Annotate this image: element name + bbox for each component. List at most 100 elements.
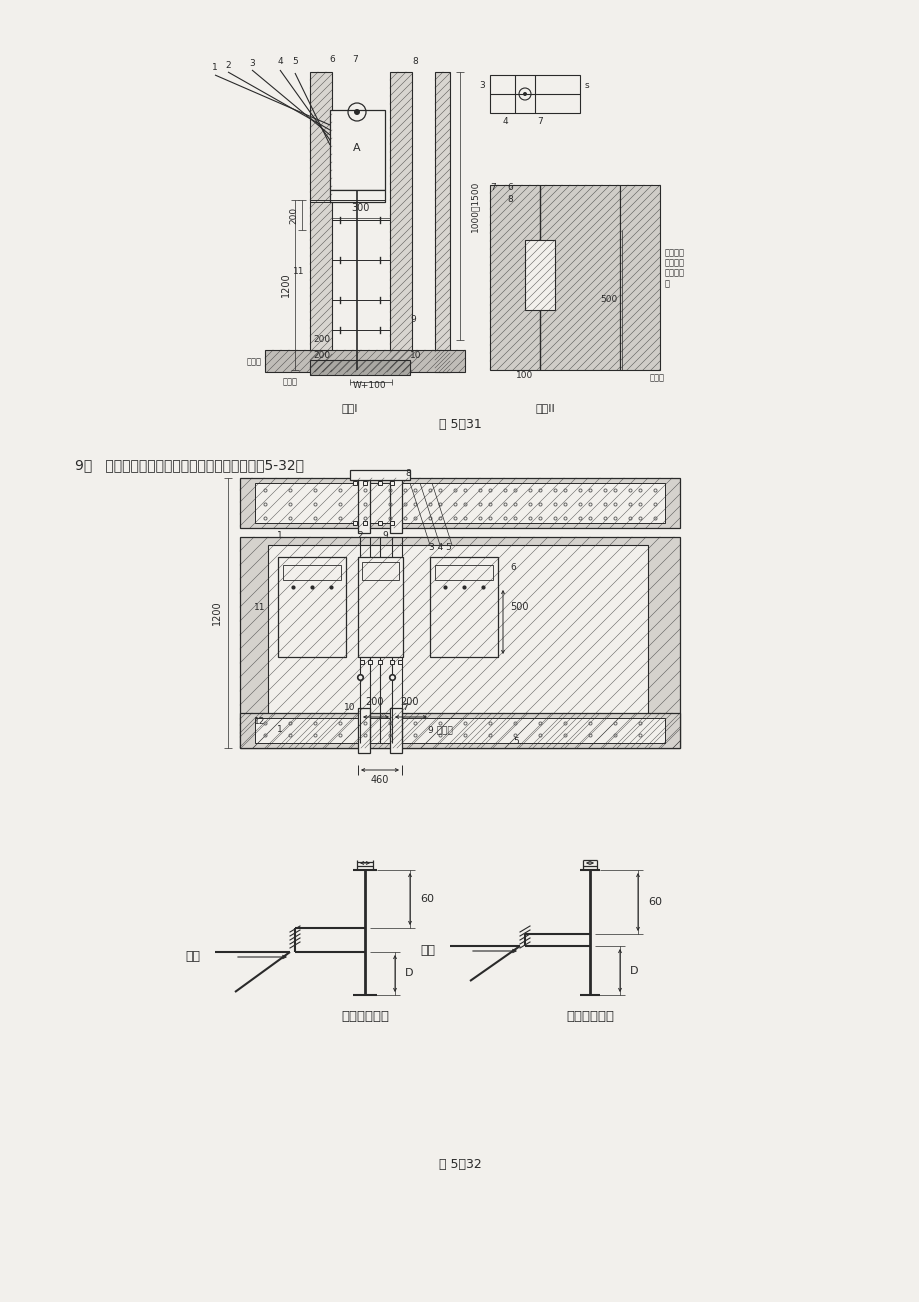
Text: 7: 7 bbox=[402, 703, 407, 711]
Text: 7: 7 bbox=[490, 184, 495, 193]
Bar bbox=[619, 185, 659, 370]
Text: 1200: 1200 bbox=[211, 600, 221, 625]
Bar bbox=[310, 359, 410, 375]
Text: 300: 300 bbox=[351, 203, 369, 214]
Bar bbox=[357, 708, 369, 753]
Text: 460: 460 bbox=[370, 775, 389, 785]
Text: 100: 100 bbox=[516, 371, 533, 379]
Text: 1: 1 bbox=[212, 64, 218, 73]
Text: 管口内封
墙防火堵
料或石棉
墙: 管口内封 墙防火堵 料或石棉 墙 bbox=[664, 247, 685, 288]
Text: 5: 5 bbox=[513, 737, 518, 746]
Bar bbox=[240, 713, 679, 749]
Text: 2: 2 bbox=[225, 60, 231, 69]
Text: 9: 9 bbox=[410, 315, 415, 324]
Text: 60: 60 bbox=[647, 897, 662, 907]
Text: 焊接: 焊接 bbox=[185, 950, 199, 963]
Text: 200: 200 bbox=[312, 350, 330, 359]
Text: 方案I: 方案I bbox=[341, 404, 357, 413]
Text: 1: 1 bbox=[277, 725, 282, 734]
Text: 8: 8 bbox=[404, 469, 411, 478]
Text: 8: 8 bbox=[412, 57, 417, 66]
Text: 4: 4 bbox=[502, 116, 507, 125]
Text: 1000～1500: 1000～1500 bbox=[470, 180, 479, 232]
Bar bbox=[435, 565, 493, 579]
Text: 2: 2 bbox=[357, 531, 362, 540]
Bar bbox=[390, 72, 412, 372]
Text: 焊接: 焊接 bbox=[420, 944, 435, 957]
Text: 9: 9 bbox=[381, 531, 388, 540]
Text: 6: 6 bbox=[329, 56, 335, 65]
Bar bbox=[240, 478, 679, 529]
Bar bbox=[265, 350, 464, 372]
Bar bbox=[310, 72, 332, 372]
Text: 12: 12 bbox=[254, 717, 265, 727]
Bar bbox=[255, 717, 664, 743]
Bar bbox=[310, 359, 410, 375]
Text: W+100: W+100 bbox=[353, 380, 386, 389]
Text: 9、   电气竖井内封闭式母线与配电箱的安装见图5-32。: 9、 电气竖井内封闭式母线与配电箱的安装见图5-32。 bbox=[75, 458, 303, 473]
Text: 200: 200 bbox=[312, 336, 330, 345]
Text: 1200: 1200 bbox=[280, 272, 290, 297]
Text: 11: 11 bbox=[292, 267, 303, 276]
Bar bbox=[255, 483, 664, 523]
Bar bbox=[265, 350, 464, 372]
Text: 图 5－31: 图 5－31 bbox=[438, 418, 481, 431]
Text: 500: 500 bbox=[600, 296, 618, 305]
Text: 200: 200 bbox=[401, 697, 419, 707]
Bar bbox=[330, 109, 384, 190]
Text: 防水台: 防水台 bbox=[282, 378, 297, 387]
Bar bbox=[361, 562, 399, 579]
Bar bbox=[240, 478, 679, 529]
Text: s: s bbox=[584, 81, 589, 90]
Text: 扁钢接地干线: 扁钢接地干线 bbox=[341, 1010, 389, 1023]
Bar bbox=[390, 708, 402, 753]
Text: 9 防水台: 9 防水台 bbox=[427, 725, 452, 734]
Bar bbox=[283, 565, 341, 579]
Circle shape bbox=[354, 109, 359, 115]
Text: 方案II: 方案II bbox=[535, 404, 554, 413]
Bar bbox=[240, 536, 679, 749]
Text: 500: 500 bbox=[509, 602, 528, 612]
Text: 10: 10 bbox=[410, 350, 421, 359]
Bar bbox=[349, 470, 410, 480]
Text: 图 5－32: 图 5－32 bbox=[438, 1159, 481, 1172]
Text: 3: 3 bbox=[249, 59, 255, 68]
Text: 混凝土: 混凝土 bbox=[246, 358, 262, 366]
Bar bbox=[267, 546, 647, 740]
Bar bbox=[390, 473, 402, 533]
Text: 7: 7 bbox=[352, 56, 357, 65]
Bar bbox=[490, 76, 579, 113]
Bar bbox=[525, 240, 554, 310]
Circle shape bbox=[522, 92, 527, 96]
Bar bbox=[390, 72, 412, 372]
Text: 1: 1 bbox=[277, 531, 282, 540]
Bar bbox=[435, 72, 449, 372]
Text: 8: 8 bbox=[506, 195, 512, 204]
Text: 200: 200 bbox=[366, 697, 384, 707]
Text: 4: 4 bbox=[277, 56, 282, 65]
Bar bbox=[490, 185, 619, 370]
Bar bbox=[490, 185, 619, 370]
Bar bbox=[278, 557, 346, 658]
Text: 7: 7 bbox=[537, 116, 542, 125]
Text: D: D bbox=[630, 966, 638, 975]
Text: 60: 60 bbox=[420, 894, 434, 904]
Bar bbox=[310, 72, 332, 372]
Text: 6: 6 bbox=[506, 184, 512, 193]
Bar bbox=[240, 536, 679, 749]
Bar bbox=[435, 72, 449, 372]
Text: 11: 11 bbox=[254, 603, 265, 612]
Text: A: A bbox=[353, 143, 360, 154]
Text: 混凝土: 混凝土 bbox=[650, 374, 664, 383]
Bar bbox=[330, 190, 384, 202]
Text: 3: 3 bbox=[479, 81, 484, 90]
Bar bbox=[357, 473, 369, 533]
Text: 5: 5 bbox=[292, 56, 298, 65]
Text: D: D bbox=[404, 969, 413, 979]
Text: 6: 6 bbox=[509, 562, 516, 572]
Bar bbox=[357, 557, 403, 658]
Bar bbox=[240, 713, 679, 749]
Text: 10: 10 bbox=[344, 703, 356, 711]
Text: 200: 200 bbox=[289, 207, 298, 224]
Text: 圆钢接地干线: 圆钢接地干线 bbox=[565, 1010, 613, 1023]
